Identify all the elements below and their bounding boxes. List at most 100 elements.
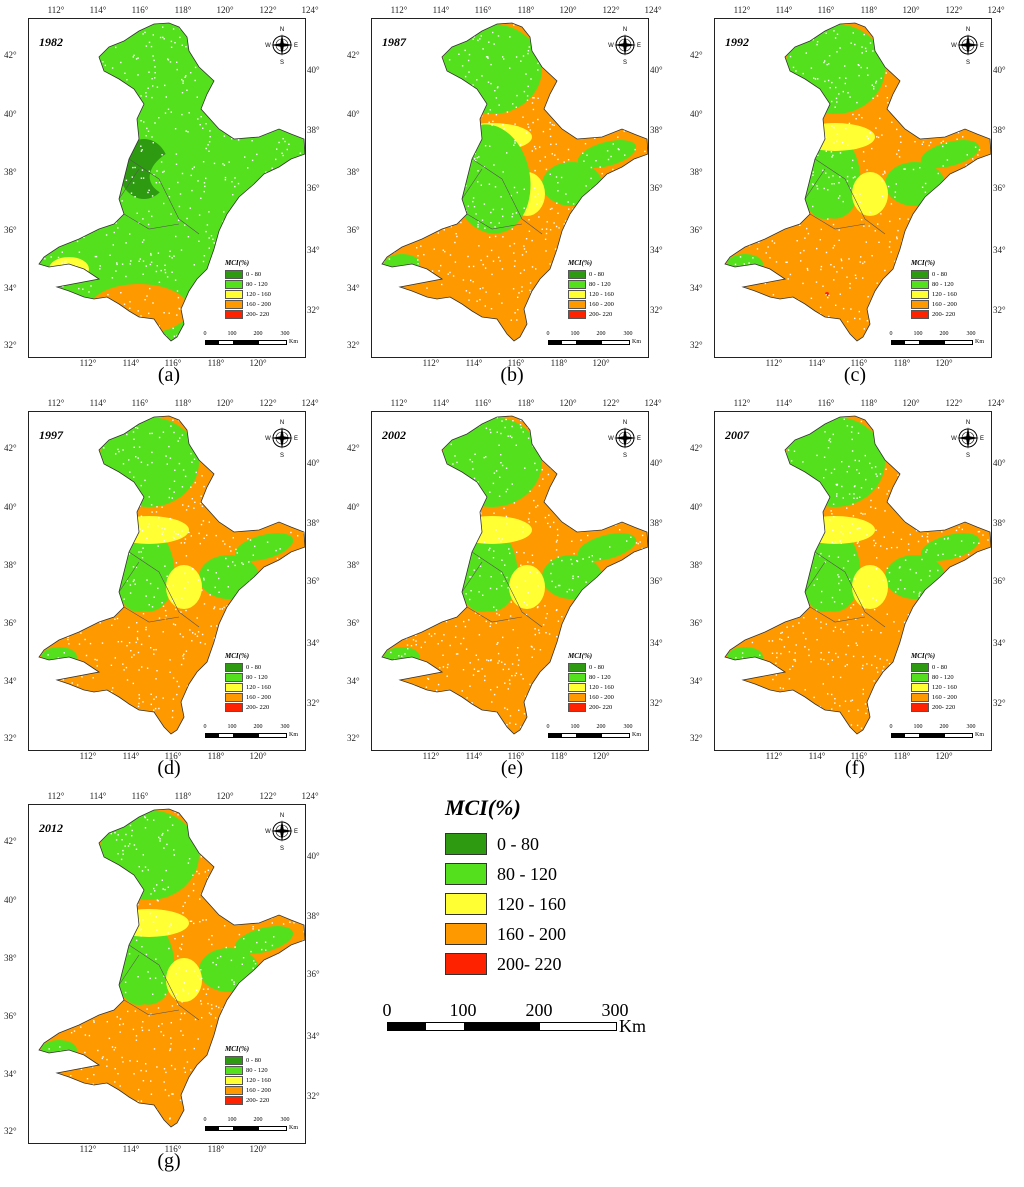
- mci-map: [724, 22, 991, 342]
- mini-legend-label: 200- 220: [932, 703, 956, 711]
- map-frame: 2002 N S E W MCI(%) 0 - 80 80 - 120 1: [371, 411, 649, 751]
- lat-tick-left: 34°: [4, 676, 17, 686]
- mini-legend-swatch: [911, 672, 929, 682]
- lat-tick-left: 36°: [347, 225, 360, 235]
- lon-tick-bottom: 120°: [249, 358, 267, 368]
- lat-tick-left: 32°: [4, 340, 17, 350]
- mini-legend-title: MCI(%): [225, 1045, 250, 1053]
- lat-tick-right: 38°: [993, 125, 1006, 135]
- lat-tick-right: 34°: [650, 245, 663, 255]
- compass-e: E: [294, 829, 298, 835]
- mini-legend-title: MCI(%): [911, 652, 936, 660]
- lon-tick-bottom: 114°: [122, 751, 140, 761]
- legend-swatch-120-160: [445, 893, 487, 915]
- lon-tick-bottom: 112°: [422, 751, 440, 761]
- panel-label: (e): [500, 757, 524, 779]
- lon-tick-top: 116°: [131, 5, 149, 15]
- mini-legend-swatch: [568, 692, 586, 702]
- compass-n: N: [280, 420, 284, 426]
- mini-scale-bar: 0 100 200 300 Km: [889, 724, 984, 738]
- mini-legend-label: 200- 220: [589, 310, 613, 318]
- mini-legend-swatch: [568, 309, 586, 319]
- legend-label: 160 - 200: [497, 923, 566, 944]
- panel-label: (c): [843, 364, 867, 386]
- mini-legend-swatch: [225, 682, 243, 692]
- lat-tick-right: 40°: [650, 65, 663, 75]
- panel-year: 1992: [725, 35, 749, 49]
- compass-s: S: [623, 60, 627, 65]
- compass-n: N: [280, 27, 284, 33]
- mini-legend-swatch: [911, 299, 929, 309]
- lon-tick-top: 116°: [474, 398, 492, 408]
- mini-legend-row: 120 - 160: [225, 1075, 301, 1085]
- compass-n: N: [966, 420, 970, 426]
- mini-legend-label: 120 - 160: [246, 683, 271, 691]
- map-frame: 2012 N S E W MCI(%) 0 - 80 80 - 120 1: [28, 804, 306, 1144]
- lat-tick-right: 36°: [307, 969, 320, 979]
- compass-w: W: [608, 436, 614, 442]
- lon-tick-top: 120°: [216, 398, 234, 408]
- mini-legend: MCI(%) 0 - 80 80 - 120 120 - 160 160 - 2…: [225, 652, 301, 712]
- map-panel: 112° 114° 116° 118° 120° 122° 124° 112° 114° 116°…: [686, 393, 1024, 788]
- mini-legend-swatch: [568, 289, 586, 299]
- compass-n: N: [966, 27, 970, 33]
- mini-legend-label: 80 - 120: [246, 673, 268, 681]
- mini-legend-swatch: [225, 1095, 243, 1105]
- lon-tick-top: 116°: [817, 5, 835, 15]
- mini-legend-label: 120 - 160: [246, 290, 271, 298]
- mini-legend-label: 80 - 120: [246, 1066, 268, 1074]
- mini-legend-row: 160 - 200: [568, 299, 644, 309]
- mini-legend-label: 120 - 160: [932, 683, 957, 691]
- mini-legend-swatch: [568, 672, 586, 682]
- scale-bar-segments: [387, 1022, 617, 1031]
- lat-tick-left: 38°: [4, 167, 17, 177]
- mini-legend-title: MCI(%): [568, 259, 593, 267]
- lat-tick-right: 40°: [993, 458, 1006, 468]
- mini-legend-swatch: [911, 269, 929, 279]
- mini-legend: MCI(%) 0 - 80 80 - 120 120 - 160 160 - 2…: [911, 652, 987, 712]
- mini-scale-bar: 0 100 200 300 Km: [203, 1117, 298, 1131]
- mini-legend-label: 80 - 120: [589, 280, 611, 288]
- lat-tick-right: 34°: [993, 638, 1006, 648]
- lon-tick-bottom: 116°: [164, 358, 182, 368]
- mini-legend-row: 160 - 200: [225, 1085, 301, 1095]
- mini-legend-swatch: [225, 309, 243, 319]
- compass-rose-icon: N S E W: [265, 813, 298, 851]
- lat-tick-left: 38°: [690, 167, 703, 177]
- mini-legend-title: MCI(%): [911, 259, 936, 267]
- mini-legend-row: 120 - 160: [225, 682, 301, 692]
- mini-legend-row: 160 - 200: [568, 692, 644, 702]
- mini-legend-row: 160 - 200: [225, 299, 301, 309]
- mini-legend-label: 80 - 120: [246, 280, 268, 288]
- lon-tick-bottom: 112°: [79, 358, 97, 368]
- lon-tick-bottom: 112°: [765, 751, 783, 761]
- panel-year: 1982: [39, 35, 63, 49]
- lat-tick-right: 32°: [650, 698, 663, 708]
- lon-tick-bottom: 120°: [935, 358, 953, 368]
- mini-legend-row: 0 - 80: [911, 269, 987, 279]
- lon-tick-top: 120°: [559, 398, 577, 408]
- mini-legend-label: 160 - 200: [246, 300, 271, 308]
- compass-n: N: [623, 420, 627, 426]
- lat-tick-right: 34°: [307, 1031, 320, 1041]
- lon-tick-bottom: 116°: [164, 1144, 182, 1154]
- mini-legend-swatch: [225, 299, 243, 309]
- lat-tick-left: 42°: [4, 443, 17, 453]
- lat-tick-left: 36°: [4, 1011, 17, 1021]
- mini-legend-swatch: [225, 672, 243, 682]
- compass-w: W: [265, 436, 271, 442]
- lon-tick-bottom: 112°: [79, 1144, 97, 1154]
- scale-unit: Km: [619, 1016, 646, 1036]
- lat-tick-left: 38°: [4, 953, 17, 963]
- lat-tick-left: 32°: [4, 733, 17, 743]
- mini-legend: MCI(%) 0 - 80 80 - 120 120 - 160 160 - 2…: [568, 259, 644, 319]
- lat-tick-right: 32°: [307, 305, 320, 315]
- lon-tick-top: 112°: [733, 5, 751, 15]
- mini-legend-row: 200- 220: [911, 702, 987, 712]
- lat-tick-left: 34°: [4, 1069, 17, 1079]
- panel-year: 1987: [382, 35, 406, 49]
- lon-tick-bottom: 114°: [122, 358, 140, 368]
- lat-tick-right: 36°: [650, 183, 663, 193]
- lon-tick-top: 114°: [432, 398, 450, 408]
- map-frame: 1992 N S E W MCI(%) 0 - 80 80 - 120 1: [714, 18, 992, 358]
